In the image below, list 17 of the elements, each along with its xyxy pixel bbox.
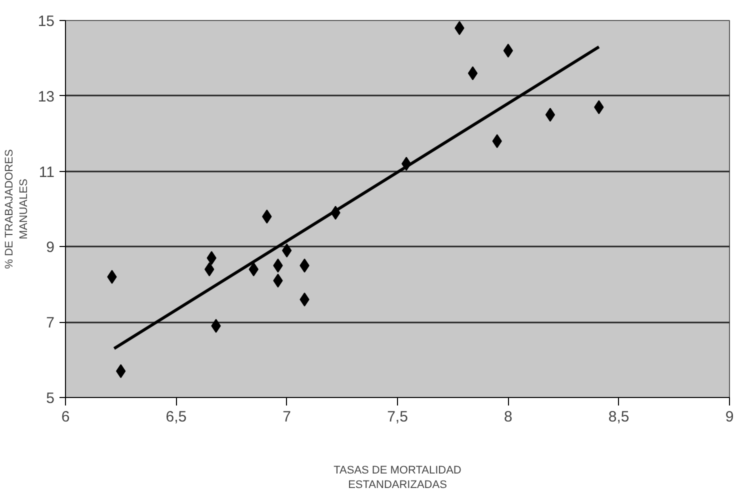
- x-tick-label: 9: [725, 408, 734, 426]
- point: [545, 108, 556, 122]
- y-tick-label: 9: [46, 239, 54, 256]
- x-tick-label: 6: [61, 408, 70, 426]
- y-tick-label: 7: [46, 314, 54, 332]
- y-tick-label: 15: [38, 13, 55, 30]
- y-axis-title: % DE TRABAJADORES MANUALES: [3, 149, 30, 269]
- point: [468, 66, 478, 80]
- x-axis-title: TASAS DE MORTALIDAD ESTANDARIZADAS: [334, 464, 462, 491]
- x-tick-label: 7: [282, 408, 292, 426]
- x-tick-label: 8,5: [608, 408, 630, 426]
- y-tick-label: 13: [38, 88, 55, 106]
- y-tick-label: 5: [46, 390, 54, 407]
- x-tick-label: 8: [504, 408, 512, 426]
- y-tick-label: 11: [38, 164, 55, 181]
- x-tick-label: 7,5: [387, 408, 408, 426]
- x-tick-label: 6,5: [166, 408, 187, 426]
